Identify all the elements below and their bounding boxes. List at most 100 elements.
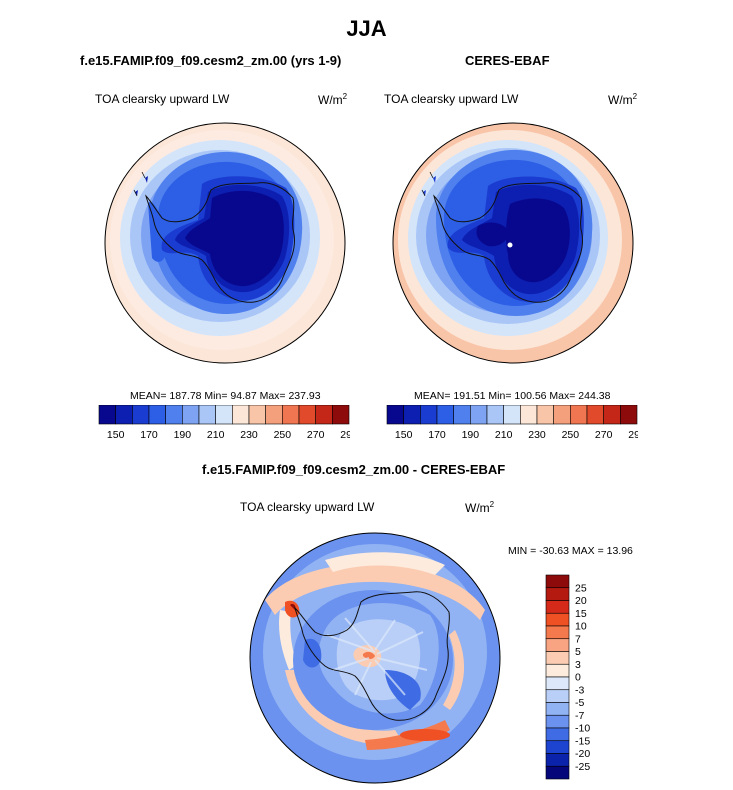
model-colorbar-swatch	[198, 405, 216, 425]
model-colorbar-tick-label: 250	[274, 429, 292, 441]
diff-colorbar-tick-label: -3	[575, 684, 584, 696]
model-colorbar-swatch	[248, 405, 266, 425]
obs-colorbar-swatch	[470, 405, 488, 425]
model-colorbar-swatch	[215, 405, 233, 425]
diff-colorbar-tick-label: 10	[575, 621, 587, 633]
obs-colorbar-tick-label: 250	[562, 429, 580, 441]
diff-colorbar-tick-label: -10	[575, 723, 590, 735]
obs-missing-dot	[507, 242, 513, 248]
diff-colorbar-swatch	[545, 689, 570, 703]
model-case-title: f.e15.FAMIP.f09_f09.cesm2_zm.00 (yrs 1-9…	[80, 53, 342, 68]
diff-units-base: W/m	[465, 501, 490, 515]
model-colorbar-swatch	[315, 405, 333, 425]
obs-colorbar-swatch	[536, 405, 554, 425]
obs-colorbar-ticks: 150 170 190 210 230 250 270 290	[395, 429, 638, 441]
obs-colorbar-tick-label: 230	[528, 429, 546, 441]
obs-colorbar-swatch	[503, 405, 521, 425]
model-field	[105, 123, 345, 363]
obs-colorbar-swatch	[436, 405, 454, 425]
diff-colorbar-swatch	[545, 574, 570, 589]
figure-title: JJA	[346, 16, 387, 41]
obs-colorbar-swatches	[386, 405, 638, 425]
obs-units-exp: 2	[632, 92, 638, 101]
model-colorbar-tick-label: 210	[207, 429, 225, 441]
model-colorbar-tick-label: 230	[240, 429, 258, 441]
diff-colorbar-tick-label: -7	[575, 710, 584, 722]
obs-colorbar-swatch	[420, 405, 438, 425]
model-colorbar-tick-label: 190	[174, 429, 192, 441]
model-colorbar-swatch	[148, 405, 166, 425]
model-colorbar-swatch	[298, 405, 316, 425]
obs-colorbar-tick-label: 170	[428, 429, 446, 441]
obs-units-base: W/m	[608, 93, 633, 107]
obs-polar-map	[392, 122, 634, 364]
obs-colorbar-swatch	[453, 405, 471, 425]
diff-map-border	[249, 532, 501, 784]
diff-units: W/m2	[465, 500, 494, 515]
model-colorbar-swatch	[132, 405, 150, 425]
model-colorbar-tick-label: 290	[340, 429, 350, 441]
diff-stats: MIN = -30.63 MAX = 13.96	[508, 545, 633, 557]
diff-colorbar-tick-label: 15	[575, 608, 587, 620]
obs-units: W/m2	[608, 92, 637, 107]
model-coastline	[145, 182, 296, 303]
model-colorbar-tick-label: 170	[140, 429, 158, 441]
diff-colorbar-swatch	[545, 625, 570, 640]
model-colorbar-tick-label: 150	[107, 429, 125, 441]
diff-units-exp: 2	[489, 500, 495, 509]
diff-variable-label: TOA clearsky upward LW	[240, 500, 375, 514]
obs-coastline	[433, 182, 584, 303]
obs-colorbar-tick-label: 210	[495, 429, 513, 441]
obs-colorbar-swatch	[520, 405, 538, 425]
diff-case-title: f.e15.FAMIP.f09_f09.cesm2_zm.00 - CERES-…	[202, 462, 506, 477]
diff-colorbar-swatch	[545, 727, 570, 742]
obs-map-border	[392, 122, 634, 364]
diff-colorbar-tick-label: -25	[575, 761, 590, 773]
obs-colorbar-swatch	[386, 405, 404, 425]
model-stats: MEAN= 187.78 Min= 94.87 Max= 237.93	[130, 390, 321, 402]
model-units: W/m2	[318, 92, 347, 107]
diff-colorbar-tick-label: 20	[575, 595, 587, 607]
model-units-base: W/m	[318, 93, 343, 107]
diff-colorbar-swatch	[545, 702, 570, 716]
model-colorbar-swatch	[232, 405, 250, 425]
obs-colorbar-swatch	[586, 405, 604, 425]
obs-colorbar-swatch	[486, 405, 504, 425]
diff-colorbar-tick-label: -15	[575, 735, 590, 747]
obs-case-title: CERES-EBAF	[465, 53, 550, 68]
model-colorbar: 150 170 190 210 230 250 270 290	[98, 405, 350, 441]
diff-colorbar-tick-label: 0	[575, 672, 581, 684]
model-variable-label: TOA clearsky upward LW	[95, 92, 230, 106]
obs-colorbar-tick-label: 190	[462, 429, 480, 441]
model-map-border	[104, 122, 346, 364]
obs-colorbar: 150 170 190 210 230 250 270 290	[386, 405, 638, 441]
diff-colorbar-swatch	[545, 714, 570, 729]
diff-colorbar-tick-label: -20	[575, 748, 590, 760]
diff-colorbar-tick-label: 5	[575, 646, 581, 658]
obs-colorbar-tick-label: 270	[595, 429, 613, 441]
model-colorbar-swatch	[282, 405, 300, 425]
diff-colorbar-swatch	[545, 651, 570, 665]
diff-colorbar-swatch	[545, 663, 570, 678]
diff-field	[250, 533, 500, 783]
diff-colorbar-swatch	[545, 612, 570, 627]
obs-colorbar-swatch	[603, 405, 621, 425]
diff-colorbar-tick-label: 3	[575, 659, 581, 671]
diff-colorbar-tick-label: -5	[575, 697, 584, 709]
obs-colorbar-tick-label: 290	[628, 429, 638, 441]
model-polar-map	[104, 122, 346, 364]
diff-colorbar-swatch	[545, 740, 570, 754]
obs-variable-label: TOA clearsky upward LW	[384, 92, 519, 106]
obs-colorbar-swatch	[570, 405, 588, 425]
diff-colorbar-swatch	[545, 753, 570, 767]
model-colorbar-tick-label: 270	[307, 429, 325, 441]
diff-colorbar-swatch	[545, 676, 570, 691]
diff-colorbar-swatch	[545, 587, 570, 601]
model-colorbar-swatch	[98, 405, 116, 425]
obs-colorbar-swatch	[620, 405, 638, 425]
obs-field	[393, 123, 633, 363]
obs-stats: MEAN= 191.51 Min= 100.56 Max= 244.38	[414, 390, 611, 402]
model-colorbar-swatch	[182, 405, 200, 425]
model-colorbar-swatch	[332, 405, 350, 425]
